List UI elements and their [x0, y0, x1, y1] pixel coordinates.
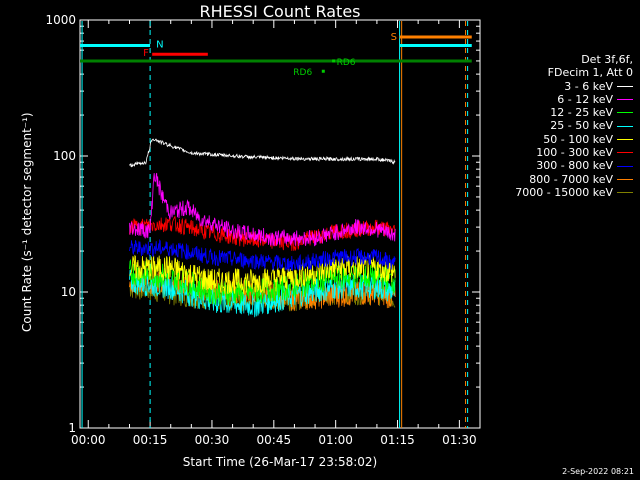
legend-item: 12 - 25 keV [487, 106, 633, 119]
rd6-label: RD6 [337, 58, 356, 68]
legend-item: 25 - 50 keV [487, 119, 633, 132]
legend-item-label: 300 - 800 keV [536, 159, 613, 173]
y-axis-label: Count Rate (s⁻¹ detector segment⁻¹) [20, 112, 34, 332]
legend-header-2: FDecim 1, Att 0 [547, 66, 633, 80]
series-line [129, 172, 396, 247]
flag-label: F [143, 48, 149, 59]
legend-item-label: 6 - 12 keV [557, 92, 613, 106]
legend-swatch [617, 178, 633, 180]
series-line [129, 216, 396, 251]
legend-swatch [617, 152, 633, 154]
x-tick-label: 01:00 [318, 433, 353, 447]
legend-swatch [617, 99, 633, 101]
chart-title: RHESSI Count Rates [199, 2, 361, 21]
legend-item: 100 - 300 keV [487, 146, 633, 159]
legend-item-label: 50 - 100 keV [543, 132, 613, 146]
legend-item: 7000 - 15000 keV [487, 186, 633, 199]
legend-item: 800 - 7000 keV [487, 173, 633, 186]
series-line [129, 239, 396, 272]
x-tick-label: 01:30 [442, 433, 477, 447]
x-tick-label: 00:15 [133, 433, 168, 447]
legend: Det 3f,6f, FDecim 1, Att 0 3 - 6 keV 6 - … [487, 53, 633, 199]
legend-item-label: 800 - 7000 keV [529, 172, 613, 186]
legend-swatch [617, 192, 633, 194]
flag-label: N [156, 39, 163, 50]
x-tick-label: 00:45 [257, 433, 292, 447]
legend-item: 6 - 12 keV [487, 93, 633, 106]
x-tick-label: 00:00 [71, 433, 106, 447]
x-tick-label: 01:15 [380, 433, 415, 447]
rd6-marker [332, 59, 336, 63]
x-tick-label: 00:30 [195, 433, 230, 447]
legend-item-label: 7000 - 15000 keV [515, 185, 613, 199]
legend-item-label: 25 - 50 keV [550, 119, 613, 133]
legend-swatch [617, 112, 633, 114]
series-line [129, 138, 396, 168]
legend-item-label: 12 - 25 keV [550, 106, 613, 120]
legend-item: 300 - 800 keV [487, 159, 633, 172]
timestamp: 2-Sep-2022 08:21 [562, 467, 634, 476]
legend-swatch [617, 125, 633, 127]
legend-swatch [617, 85, 633, 87]
plot-frame [79, 19, 481, 429]
rd6-label: RD6 [293, 68, 312, 78]
legend-item: 50 - 100 keV [487, 133, 633, 146]
legend-item-label: 100 - 300 keV [536, 146, 613, 160]
y-tick-label: 1000 [45, 13, 76, 27]
series-line [129, 254, 396, 295]
series-line [129, 268, 396, 318]
legend-item-label: 3 - 6 keV [564, 79, 613, 93]
x-axis-label: Start Time (26-Mar-17 23:58:02) [182, 455, 378, 469]
y-tick-label: 1 [68, 421, 76, 435]
y-tick-label: 10 [61, 285, 76, 299]
rd6-marker [321, 69, 325, 73]
legend-swatch [617, 138, 633, 140]
legend-swatch [617, 165, 633, 167]
flag-label: S [391, 32, 397, 43]
y-tick-label: 100 [53, 149, 76, 163]
legend-item: 3 - 6 keV [487, 80, 633, 93]
legend-header-1: Det 3f,6f, [581, 53, 633, 66]
